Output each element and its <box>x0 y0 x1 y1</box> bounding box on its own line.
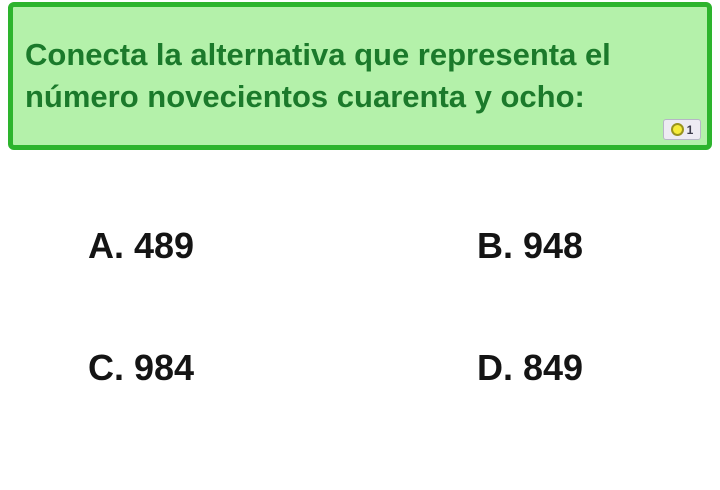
option-d-label: D. <box>477 347 513 388</box>
option-d-value: 849 <box>523 347 584 388</box>
option-b-label: B. <box>477 225 513 266</box>
option-c-value: 984 <box>134 347 195 388</box>
option-a[interactable]: A. 489 <box>88 226 194 266</box>
option-b-value: 948 <box>523 225 584 266</box>
question-text: Conecta la alternativa que representa el… <box>25 37 611 114</box>
option-c-label: C. <box>88 347 124 388</box>
option-c[interactable]: C. 984 <box>88 348 194 388</box>
option-a-value: 489 <box>134 225 195 266</box>
coin-badge[interactable]: 1 <box>663 119 701 140</box>
question-box: Conecta la alternativa que representa el… <box>8 2 712 150</box>
option-b[interactable]: B. 948 <box>477 226 583 266</box>
option-a-label: A. <box>88 225 124 266</box>
coin-icon <box>670 123 684 136</box>
coin-count: 1 <box>686 122 694 137</box>
option-d[interactable]: D. 849 <box>477 348 583 388</box>
